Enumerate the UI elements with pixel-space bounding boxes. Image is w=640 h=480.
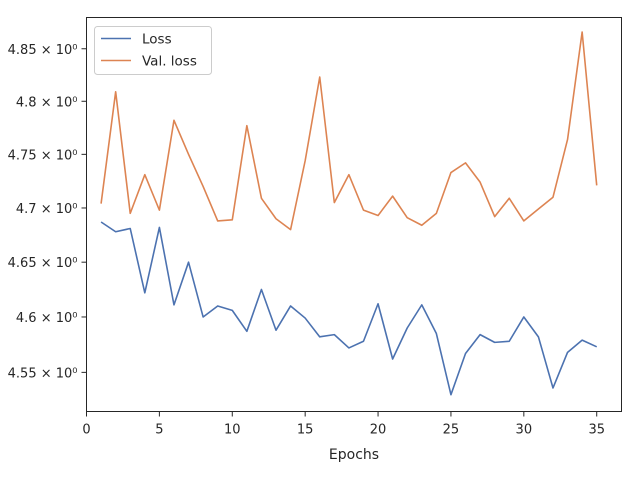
legend: Loss Val. loss [94, 26, 212, 75]
y-tick-label: 4.7 × 10⁰ [16, 202, 78, 217]
series-lines [100, 31, 598, 396]
y-tick-label: 4.6 × 10⁰ [16, 311, 78, 326]
x-axis: 0 5 10 15 20 25 30 35 [82, 411, 605, 438]
legend-label-val-loss: Val. loss [142, 54, 197, 70]
x-axis-label: Epochs [329, 447, 379, 463]
x-tick-label: 20 [370, 423, 387, 438]
y-tick-label: 4.85 × 10⁰ [8, 43, 78, 58]
y-tick-label: 4.75 × 10⁰ [8, 148, 78, 163]
y-tick-label: 4.65 × 10⁰ [8, 256, 78, 271]
y-tick-label: 4.55 × 10⁰ [8, 366, 78, 381]
x-tick-label: 30 [516, 423, 533, 438]
x-tick-label: 0 [82, 423, 90, 438]
y-tick-label: 4.8 × 10⁰ [16, 95, 78, 110]
x-tick-label: 25 [443, 423, 460, 438]
y-axis: 4.55 × 10⁰ 4.6 × 10⁰ 4.65 × 10⁰ 4.7 × 10⁰ 4.… [8, 43, 87, 381]
series-line-val-loss [100, 31, 598, 231]
plot-area [86, 17, 622, 412]
x-tick-label: 35 [588, 423, 605, 438]
series-line-loss [100, 221, 598, 396]
x-tick-label: 5 [155, 423, 163, 438]
x-tick-label: 10 [224, 423, 241, 438]
legend-label-loss: Loss [142, 32, 172, 48]
x-tick-label: 15 [297, 423, 314, 438]
